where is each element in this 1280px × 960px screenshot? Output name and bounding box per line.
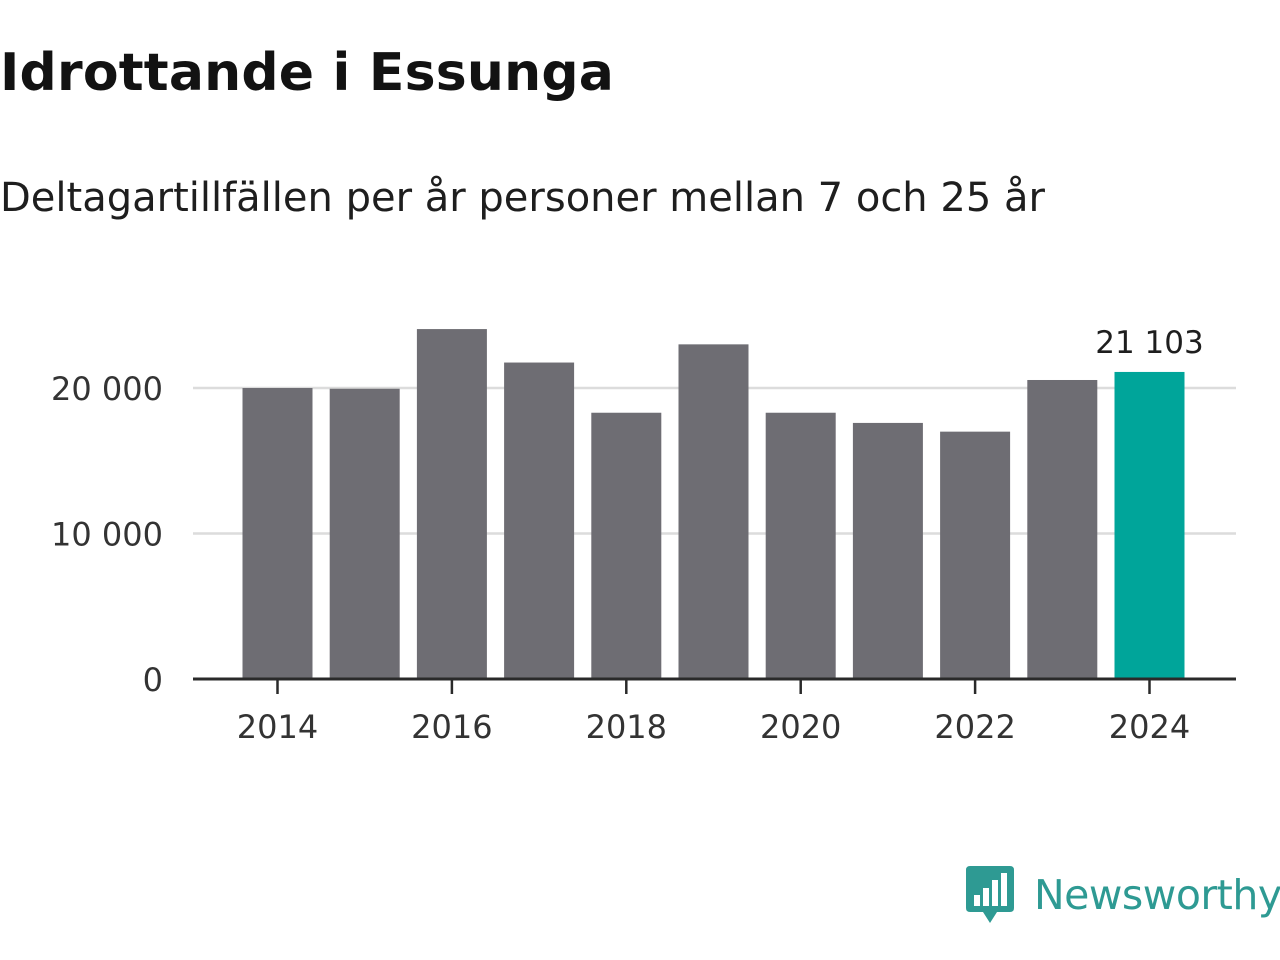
data-labels: 21 103	[1095, 325, 1203, 361]
x-tick-label: 2016	[411, 708, 492, 746]
bar-2020	[765, 412, 836, 679]
bar-2021	[852, 422, 923, 679]
x-tick-label: 2018	[586, 708, 667, 746]
x-tick-label: 2020	[760, 708, 841, 746]
bar-2024	[1114, 371, 1185, 679]
y-tick-label: 0	[143, 661, 163, 699]
x-tick-label: 2024	[1109, 708, 1190, 746]
bar-2023	[1027, 379, 1098, 679]
bar-2019	[678, 344, 749, 679]
y-tick-label: 10 000	[51, 516, 163, 554]
bars	[242, 329, 1185, 679]
x-tick-label: 2022	[934, 708, 1015, 746]
brand-name: Newsworthy	[1034, 871, 1280, 919]
bar-2017	[504, 362, 575, 679]
data-label-2024: 21 103	[1095, 325, 1203, 361]
y-tick-label: 20 000	[51, 370, 163, 408]
y-axis-ticks: 0 10 000 20 000	[51, 370, 163, 699]
x-tick-label: 2014	[237, 708, 318, 746]
chart-title: Idrottande i Essunga	[0, 43, 615, 103]
newsworthy-logo-icon	[966, 866, 1014, 923]
bar-2018	[591, 412, 662, 679]
bar-2016	[416, 329, 487, 679]
bar-2014	[242, 388, 313, 679]
x-axis-ticks: 2014 2016 2018 2020 2022 2024	[237, 679, 1190, 746]
bar-2015	[329, 388, 400, 679]
chart-subtitle: Deltagartillfällen per år personer mella…	[0, 175, 1045, 221]
bar-2022	[940, 431, 1011, 679]
brand-logo: Newsworthy	[964, 862, 1280, 928]
